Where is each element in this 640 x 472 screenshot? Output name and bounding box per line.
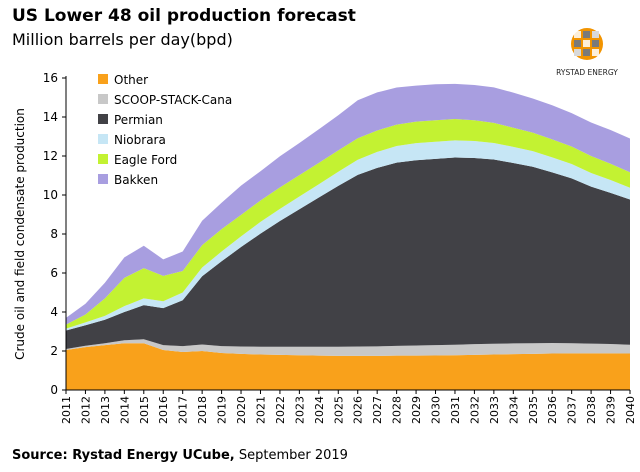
source-date: September 2019 bbox=[234, 448, 348, 463]
legend-swatch-other bbox=[98, 74, 108, 84]
x-tick-label: 2037 bbox=[566, 396, 579, 424]
x-tick-label: 2039 bbox=[605, 396, 618, 424]
y-tick-label: 4 bbox=[50, 305, 58, 319]
logo-emblem-icon bbox=[571, 28, 603, 60]
x-tick-label: 2034 bbox=[507, 396, 520, 424]
x-tick-label: 2032 bbox=[468, 396, 481, 424]
logo-text: RYSTAD ENERGY bbox=[556, 68, 618, 77]
series-area-niobrara bbox=[66, 140, 630, 331]
legend-label-permian: Permian bbox=[114, 113, 163, 127]
x-tick-label: 2014 bbox=[118, 396, 131, 424]
legend-swatch-bakken bbox=[98, 174, 108, 184]
series-area-eagle-ford bbox=[66, 118, 630, 329]
y-tick-label: 10 bbox=[43, 188, 58, 202]
legend-swatch-niobrara bbox=[98, 134, 108, 144]
x-tick-label: 2030 bbox=[430, 396, 443, 424]
x-tick-label: 2029 bbox=[410, 396, 423, 424]
source-label: Source: Rystad Energy UCube, bbox=[12, 448, 235, 463]
y-tick-label: 6 bbox=[50, 266, 58, 280]
series-area-other bbox=[66, 343, 630, 390]
x-tick-label: 2038 bbox=[585, 396, 598, 424]
y-tick-label: 2 bbox=[50, 344, 58, 358]
area-chart: 0 2 4 6 8 10 12 14 16 2011 2012 2013 2014 2015 2016 201… bbox=[13, 71, 637, 424]
x-tick-label: 2025 bbox=[332, 396, 345, 424]
x-tick-label: 2015 bbox=[138, 396, 151, 424]
legend-label-scoop-stack-cana: SCOOP-STACK-Cana bbox=[114, 93, 232, 107]
x-tick-label: 2012 bbox=[79, 396, 92, 424]
rystad-energy-logo: RYSTAD ENERGY bbox=[556, 28, 618, 77]
x-tick-label: 2022 bbox=[274, 396, 287, 424]
x-tick-label: 2036 bbox=[546, 396, 559, 424]
x-tick-label: 2026 bbox=[352, 396, 365, 424]
x-tick-label: 2013 bbox=[99, 396, 112, 424]
y-tick-label: 16 bbox=[43, 71, 58, 85]
y-tick-label: 8 bbox=[50, 227, 58, 241]
x-tick-label: 2017 bbox=[177, 396, 190, 424]
x-tick-label: 2016 bbox=[157, 396, 170, 424]
legend-label-eagle-ford: Eagle Ford bbox=[114, 153, 177, 167]
x-tick-label: 2024 bbox=[313, 396, 326, 424]
legend-label-niobrara: Niobrara bbox=[114, 133, 166, 147]
y-tick-label: 12 bbox=[43, 149, 58, 163]
legend-label-other: Other bbox=[114, 73, 148, 87]
series-area-bakken bbox=[66, 83, 630, 325]
x-tick-label: 2040 bbox=[624, 396, 637, 424]
legend-swatch-eagle-ford bbox=[98, 154, 108, 164]
x-tick-label: 2020 bbox=[235, 396, 248, 424]
legend-label-bakken: Bakken bbox=[114, 173, 158, 187]
x-tick-label: 2028 bbox=[391, 396, 404, 424]
y-tick-label: 14 bbox=[43, 110, 58, 124]
x-tick-label: 2023 bbox=[293, 396, 306, 424]
y-tick-label: 0 bbox=[50, 383, 58, 397]
x-tick-label: 2011 bbox=[60, 396, 73, 424]
chart-title: US Lower 48 oil production forecast bbox=[12, 6, 356, 26]
y-axis-title: Crude oil and field condensate productio… bbox=[13, 108, 27, 360]
x-tick-label: 2031 bbox=[449, 396, 462, 424]
x-tick-label: 2021 bbox=[254, 396, 267, 424]
x-tick-label: 2019 bbox=[216, 396, 229, 424]
source-note: Source: Rystad Energy UCube, September 2… bbox=[12, 448, 348, 463]
series-area-scoop-stack-cana bbox=[66, 339, 630, 356]
chart-subtitle: Million barrels per day(bpd) bbox=[12, 30, 233, 49]
legend-swatch-permian bbox=[98, 114, 108, 124]
x-tick-label: 2035 bbox=[527, 396, 540, 424]
legend-swatch-scoop-stack-cana bbox=[98, 94, 108, 104]
x-tick-label: 2033 bbox=[488, 396, 501, 424]
x-tick-label: 2018 bbox=[196, 396, 209, 424]
x-tick-label: 2027 bbox=[371, 396, 384, 424]
series-area-permian bbox=[66, 157, 630, 350]
